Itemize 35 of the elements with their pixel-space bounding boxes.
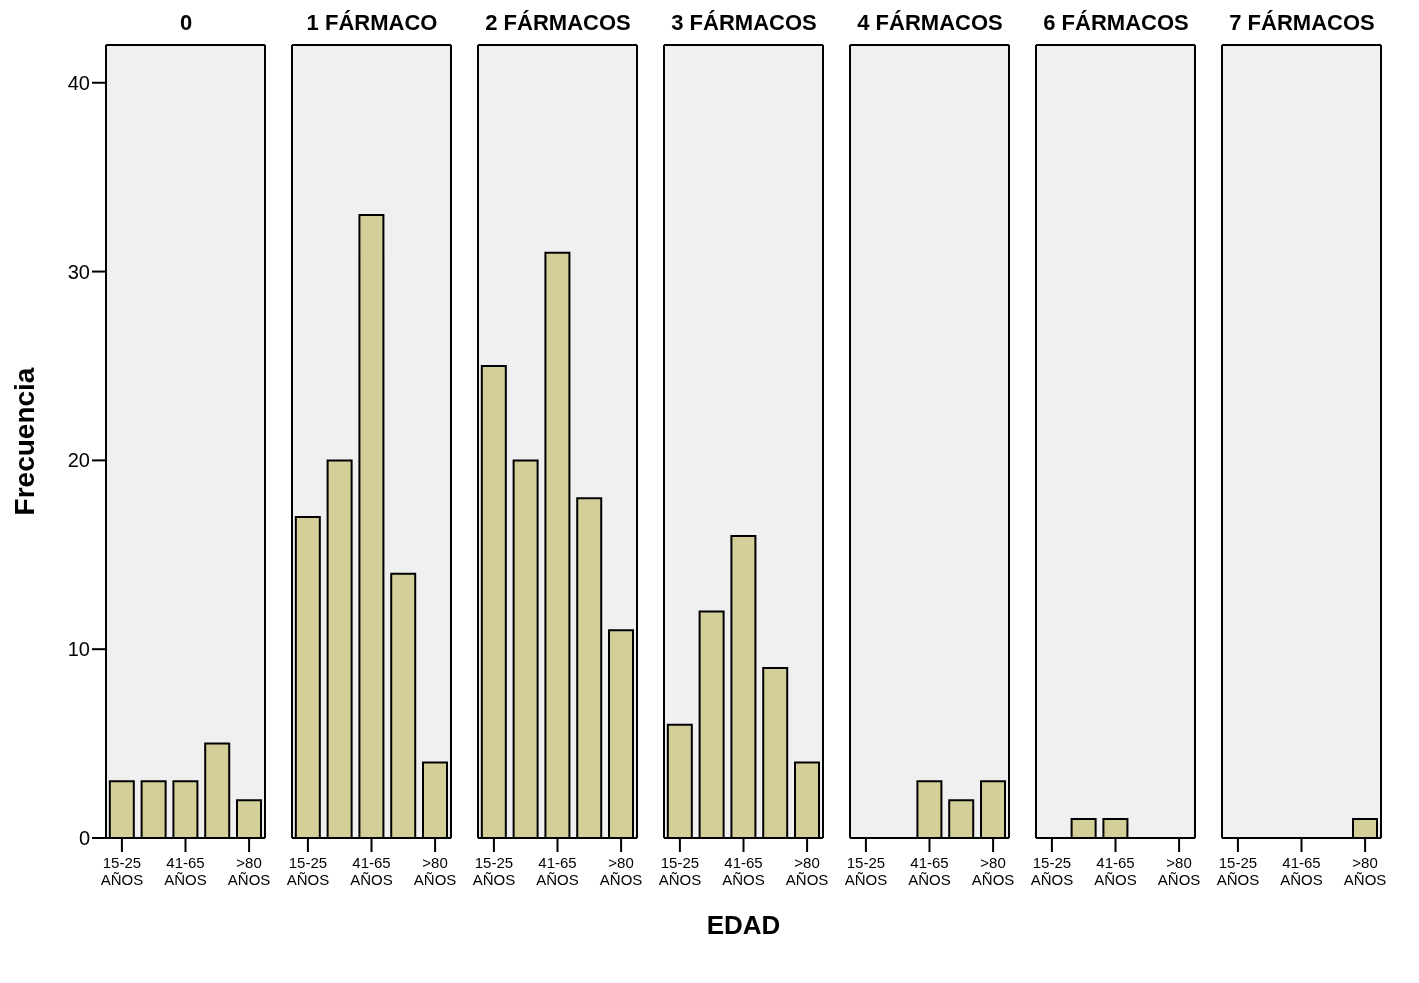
x-axis-title: EDAD xyxy=(706,910,781,940)
x-tick-label: 15-25 AÑOS xyxy=(844,854,888,888)
chart-title: 6 FÁRMACOS xyxy=(1042,9,1190,37)
x-tick-label: >80 AÑOS xyxy=(227,854,271,888)
x-tick-label: >80 AÑOS xyxy=(971,854,1015,888)
x-tick-label: 41-65 AÑOS xyxy=(1280,854,1323,888)
y-tick-label: 0 xyxy=(78,827,90,850)
x-tick-label: 41-65 AÑOS xyxy=(1094,854,1137,888)
y-axis-title: Frecuencia xyxy=(8,367,40,516)
x-tick-label: >80 AÑOS xyxy=(599,854,643,888)
x-tick-label: 41-65 AÑOS xyxy=(722,854,765,888)
chart-title: 0 xyxy=(178,9,194,37)
x-tick-label: 15-25 AÑOS xyxy=(286,854,330,888)
x-tick-label: 15-25 AÑOS xyxy=(100,854,144,888)
x-tick-label: 41-65 AÑOS xyxy=(164,854,207,888)
chart-title: 4 FÁRMACOS xyxy=(856,9,1004,37)
y-tick-label: 10 xyxy=(67,638,90,661)
x-tick-label: 15-25 AÑOS xyxy=(658,854,702,888)
x-tick-label: >80 AÑOS xyxy=(785,854,829,888)
x-tick-label: 15-25 AÑOS xyxy=(1216,854,1260,888)
x-tick-label: >80 AÑOS xyxy=(413,854,457,888)
x-tick-label: 41-65 AÑOS xyxy=(908,854,951,888)
y-tick-label: 40 xyxy=(67,71,90,94)
chart-title: 7 FÁRMACOS xyxy=(1228,9,1376,37)
chart-title: 1 FÁRMACO xyxy=(305,9,439,37)
x-tick-label: 15-25 AÑOS xyxy=(472,854,516,888)
y-tick-label: 20 xyxy=(67,449,90,472)
chart-title: 3 FÁRMACOS xyxy=(670,9,818,37)
x-tick-label: 15-25 AÑOS xyxy=(1030,854,1074,888)
x-tick-label: 41-65 AÑOS xyxy=(536,854,579,888)
y-tick-label: 30 xyxy=(67,260,90,283)
x-tick-label: >80 AÑOS xyxy=(1157,854,1201,888)
chart-title: 2 FÁRMACOS xyxy=(484,9,632,37)
x-tick-label: 41-65 AÑOS xyxy=(350,854,393,888)
x-tick-label: >80 AÑOS xyxy=(1343,854,1387,888)
